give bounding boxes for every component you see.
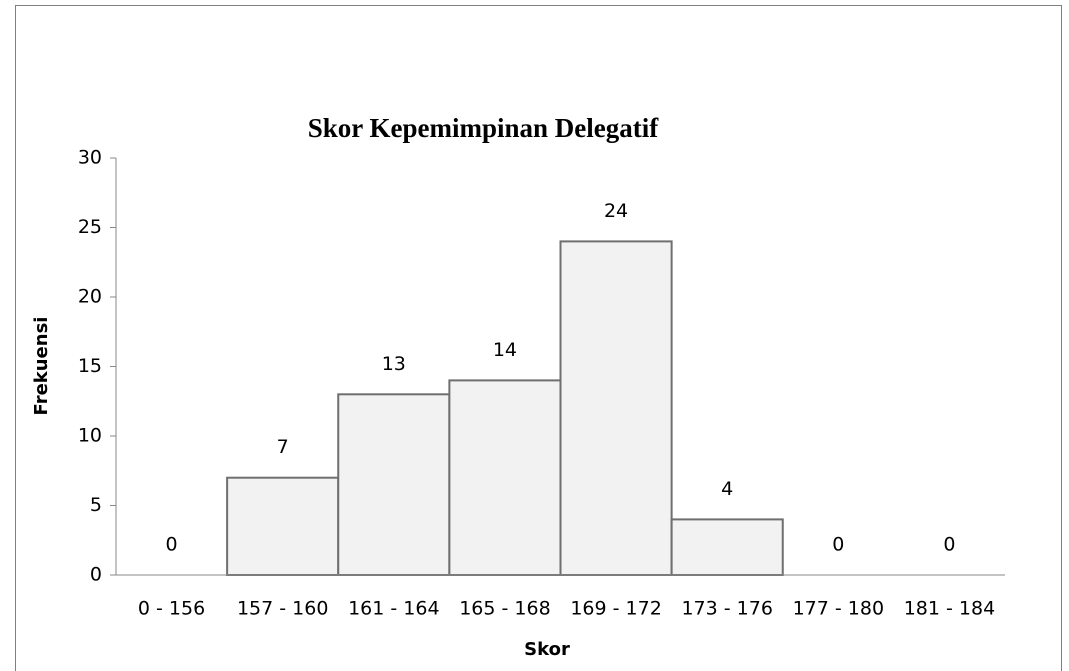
y-tick-label: 20	[78, 286, 102, 308]
bar	[559, 240, 673, 576]
bar	[337, 393, 451, 576]
bar	[226, 476, 340, 577]
data-label: 0	[166, 534, 178, 556]
x-tick-label: 177 - 180	[793, 598, 884, 620]
x-tick-label: 173 - 176	[681, 598, 772, 620]
data-label: 24	[604, 200, 628, 222]
data-label: 7	[277, 436, 289, 458]
data-label: 14	[493, 339, 517, 361]
data-label: 0	[943, 534, 955, 556]
x-tick-label: 181 - 184	[904, 598, 995, 620]
y-tick-label: 25	[78, 216, 102, 238]
x-tick-label: 157 - 160	[237, 598, 328, 620]
x-axis-label: Skor	[524, 639, 570, 660]
y-tick-label: 0	[90, 564, 102, 586]
data-label: 4	[721, 478, 733, 500]
bar	[670, 518, 784, 577]
chart-title: Skor Kepemimpinan Delegatif	[308, 113, 660, 143]
chart-border	[15, 5, 1062, 671]
y-tick-label: 5	[90, 494, 102, 516]
y-tick-label: 10	[78, 425, 102, 447]
y-tick-label: 15	[78, 355, 102, 377]
data-label: 13	[382, 353, 406, 375]
x-tick-label: 161 - 164	[348, 598, 439, 620]
x-tick-label: 169 - 172	[570, 598, 661, 620]
x-tick-label: 165 - 168	[459, 598, 550, 620]
bar	[448, 379, 562, 576]
data-label: 0	[832, 534, 844, 556]
x-tick-label: 0 - 156	[138, 598, 205, 620]
y-tick-label: 30	[78, 147, 102, 169]
y-axis-label: Frekuensi	[31, 317, 52, 416]
